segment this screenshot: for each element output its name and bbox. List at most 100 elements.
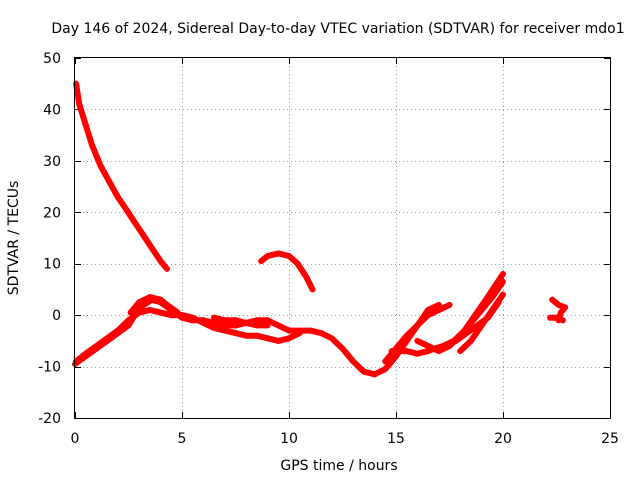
data-point <box>286 253 292 259</box>
data-point <box>500 278 506 285</box>
x-tick-labels: 0 5 10 15 20 25 <box>71 431 619 447</box>
data-point <box>414 350 421 357</box>
data-point <box>275 250 282 257</box>
data-point <box>286 335 292 342</box>
data-point <box>485 314 492 321</box>
data-point <box>294 260 301 267</box>
data-point <box>549 296 556 303</box>
data-point <box>296 330 303 337</box>
data-point <box>114 327 121 334</box>
data-point <box>146 307 153 313</box>
data-point <box>264 335 271 342</box>
data-point <box>328 335 335 342</box>
data-point <box>157 296 164 303</box>
data-point <box>123 206 130 213</box>
y-tick-label: 0 <box>52 308 61 324</box>
data-point <box>309 286 316 293</box>
data-point <box>457 348 464 355</box>
data-point <box>275 322 282 329</box>
y-tick-label: 50 <box>43 51 61 67</box>
x-tick-label: 25 <box>601 431 619 447</box>
data-point <box>149 245 156 252</box>
data-point <box>393 353 399 360</box>
data-point <box>146 294 153 301</box>
x-tick-label: 20 <box>494 431 512 447</box>
data-point <box>414 322 421 329</box>
data-point <box>360 368 367 375</box>
plot-frame <box>74 57 611 419</box>
data-point <box>253 332 260 339</box>
data-point <box>164 265 171 272</box>
data-point <box>557 309 564 316</box>
data-point <box>435 348 442 355</box>
x-tick-label: 5 <box>178 431 187 447</box>
data-point <box>89 142 96 149</box>
data-point <box>553 314 560 321</box>
data-point <box>179 312 185 319</box>
data-point <box>157 258 164 265</box>
data-point <box>253 317 260 324</box>
data-point <box>495 299 502 306</box>
data-point <box>403 332 410 339</box>
data-point <box>474 322 481 329</box>
data-point <box>264 322 271 329</box>
data-point <box>168 312 175 319</box>
y-tick-label: -20 <box>38 411 61 427</box>
data-point <box>243 319 250 326</box>
data-point <box>131 219 138 226</box>
data-point <box>114 193 121 200</box>
data-point <box>339 345 346 352</box>
data-point <box>140 232 147 239</box>
data-point <box>232 322 239 329</box>
data-point <box>127 309 134 316</box>
data-point <box>446 301 453 308</box>
data-point <box>435 307 442 313</box>
data-point <box>388 348 395 355</box>
data-point <box>562 304 569 311</box>
data-point <box>106 178 113 185</box>
data-point <box>303 273 310 280</box>
data-point <box>286 327 292 334</box>
grid-lines <box>75 58 610 418</box>
data-point <box>253 322 260 329</box>
data-point <box>382 358 389 365</box>
data-point <box>136 309 143 316</box>
y-axis-label: SDTVAR / TECUs <box>6 181 22 296</box>
data-point <box>157 309 164 316</box>
data-point <box>446 343 453 349</box>
data-point <box>403 348 410 355</box>
y-tick-label: 20 <box>43 205 61 221</box>
data-point <box>371 371 378 378</box>
data-point <box>76 101 83 108</box>
data-point <box>350 358 357 365</box>
x-axis-label: GPS time / hours <box>280 458 397 474</box>
data-point <box>307 327 314 334</box>
data-point <box>382 366 389 373</box>
data-point <box>97 163 104 169</box>
data-point <box>243 332 250 339</box>
data-point <box>318 330 325 337</box>
data-point <box>264 253 271 259</box>
data-point <box>104 335 111 342</box>
data-point <box>264 317 271 324</box>
data-point <box>200 319 207 326</box>
data-point <box>93 343 100 349</box>
x-tick-label: 15 <box>387 431 405 447</box>
data-point <box>478 307 485 313</box>
y-tick-label: 10 <box>43 257 61 273</box>
y-tick-label: 40 <box>43 102 61 118</box>
data-point <box>211 325 218 331</box>
data-point <box>189 314 196 321</box>
data-point <box>467 319 474 326</box>
data-point <box>258 258 265 265</box>
data-point <box>489 294 496 301</box>
axis-ticks <box>75 58 611 419</box>
data-point <box>425 312 432 319</box>
data-point <box>232 330 239 337</box>
series-arc-2 <box>258 250 316 293</box>
y-tick-label: 30 <box>43 154 61 170</box>
data-point <box>125 317 132 324</box>
data-point <box>500 271 506 277</box>
data-point <box>452 337 459 344</box>
